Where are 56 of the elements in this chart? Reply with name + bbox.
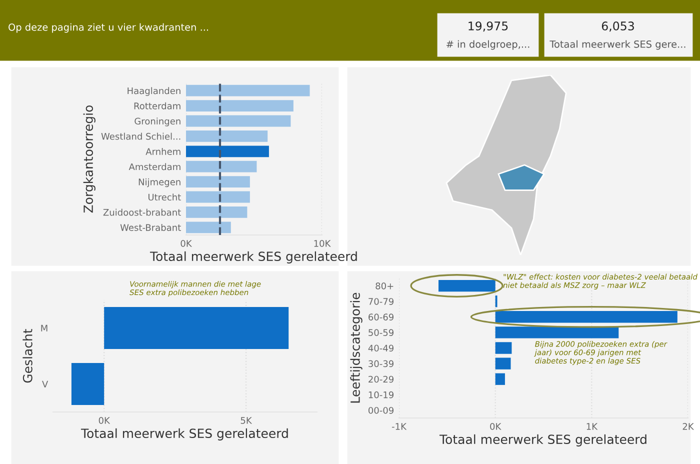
text: # in doelgroep,... — [446, 40, 530, 50]
x-tick-label: 2K — [682, 423, 694, 430]
bar — [438, 280, 496, 292]
bar — [186, 84, 310, 96]
y-tick-label: Arnhem — [146, 148, 180, 155]
y-tick-label: 20-29 — [368, 376, 394, 383]
x-tick-label: 1K — [586, 423, 598, 430]
x-axis-title: Totaal meerwerk SES gerelateerd — [80, 428, 288, 440]
x-tick-label: 5K — [240, 417, 252, 424]
text: Op deze pagina ziet u vier kwadranten ... — [8, 23, 208, 33]
y-tick-label: 10-19 — [368, 391, 394, 398]
bar — [495, 326, 619, 338]
y-tick-label: West-Brabant — [120, 224, 181, 231]
y-tick-label: 40-49 — [368, 344, 394, 352]
y-tick-label: 80+ — [376, 282, 394, 290]
y-axis-title: Leeftijdscategorie — [350, 292, 362, 403]
y-tick-label: Utrecht — [148, 194, 181, 201]
y-tick-label: M — [41, 324, 48, 332]
bar — [495, 311, 678, 323]
bar — [186, 222, 231, 234]
bar — [186, 100, 294, 112]
x-axis-title: Totaal meerwerk SES gerelateerd — [439, 434, 646, 446]
y-tick-label: Amsterdam — [128, 163, 180, 170]
bar — [186, 176, 250, 188]
y-tick-label: 50-59 — [368, 329, 394, 336]
bar — [186, 160, 257, 172]
bar — [186, 115, 291, 127]
x-tick-label: 0K — [490, 423, 502, 430]
y-tick-label: 30-39 — [368, 360, 394, 368]
y-tick-label: Zuidoost-brabant — [103, 208, 181, 216]
y-tick-label: Rotterdam — [134, 102, 180, 110]
y-tick-label: Nijmegen — [138, 178, 180, 188]
y-tick-label: 00-09 — [368, 406, 394, 414]
y-tick-label: Groningen — [134, 118, 180, 126]
y-tick-label: Haaglanden — [128, 87, 180, 96]
y-axis-title: Geslacht — [22, 328, 32, 383]
bar — [495, 358, 511, 370]
bar — [186, 130, 268, 142]
text: 19,975 — [468, 21, 508, 32]
x-tick-label: 10K — [314, 240, 331, 247]
bar — [186, 191, 250, 203]
y-tick-label: 60-69 — [368, 314, 394, 320]
y-tick-label: V — [42, 380, 48, 388]
x-tick-label: 0K — [180, 240, 192, 247]
bar — [186, 206, 248, 218]
x-tick-label: 0K — [98, 417, 110, 424]
bar — [186, 146, 269, 158]
text: Totaal meerwerk SES gere... — [550, 40, 686, 50]
bar — [495, 342, 512, 354]
text: 6,053 — [602, 21, 634, 32]
y-axis-title: Zorgkantoorregio — [83, 105, 96, 213]
bar — [495, 373, 505, 385]
x-tick-label: -1K — [392, 423, 407, 430]
y-tick-label: Westland Schiel... — [101, 132, 180, 140]
y-tick-label: 70-79 — [368, 298, 394, 305]
x-axis-title: Totaal meerwerk SES gerelateerd — [150, 251, 357, 264]
